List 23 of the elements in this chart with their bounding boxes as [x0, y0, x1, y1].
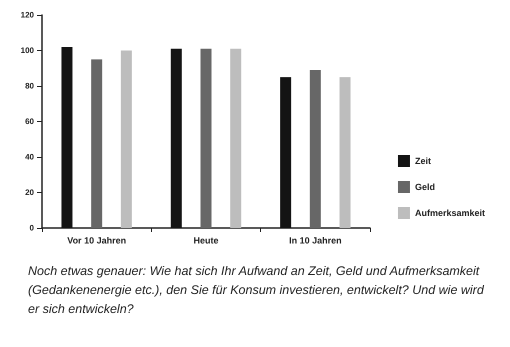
- legend-label: Aufmerksamkeit: [414, 208, 486, 218]
- y-tick-label: 40: [25, 152, 35, 162]
- y-tick-label: 120: [20, 10, 35, 20]
- y-tick-label: 0: [30, 224, 35, 232]
- x-tick-label: In 10 Jahren: [289, 236, 342, 246]
- bar: [91, 59, 102, 228]
- bar: [230, 48, 242, 228]
- bar: [310, 70, 321, 228]
- text: Noch etwas genauer: Wie hat sich Ihr Aufwand an Zeit, Geld und Aufmerksamkeit (Gedankenenergie etc.), den Sie für Konsum investieren, entwickelt? Und wie wird er sich entwickeln?: [28, 263, 486, 318]
- y-tick-label: 100: [20, 46, 35, 55]
- x-tick-label: Vor 10 Jahren: [67, 236, 126, 246]
- legend-label: Geld: [414, 182, 435, 192]
- x-tick-label: Heute: [193, 236, 219, 246]
- bar: [120, 50, 132, 228]
- bar: [61, 46, 72, 228]
- bar: [170, 48, 182, 228]
- y-tick-label: 80: [25, 82, 35, 90]
- bar: [200, 48, 212, 228]
- bar: [280, 77, 292, 228]
- y-tick-label: 20: [25, 188, 35, 197]
- bar: [340, 77, 351, 228]
- y-tick-label: 60: [25, 117, 35, 126]
- legend-label: Zeit: [414, 156, 431, 166]
